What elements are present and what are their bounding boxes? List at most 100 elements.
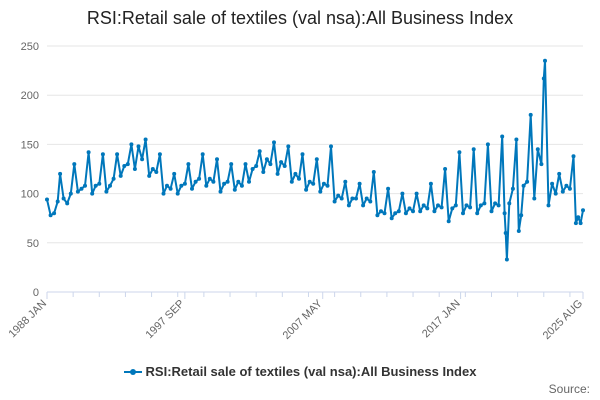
data-point[interactable] <box>336 193 341 198</box>
data-point[interactable] <box>83 183 87 188</box>
data-point[interactable] <box>97 181 102 186</box>
data-point[interactable] <box>457 150 462 155</box>
data-point[interactable] <box>560 189 565 194</box>
data-point[interactable] <box>354 196 358 201</box>
data-point[interactable] <box>471 147 476 152</box>
data-point[interactable] <box>250 167 255 171</box>
data-point[interactable] <box>150 167 155 171</box>
data-point[interactable] <box>525 179 530 184</box>
data-point[interactable] <box>339 196 344 201</box>
data-point[interactable] <box>510 186 515 191</box>
data-point[interactable] <box>361 203 366 208</box>
data-point[interactable] <box>108 183 112 188</box>
data-point[interactable] <box>546 203 551 208</box>
data-point[interactable] <box>436 203 440 208</box>
data-point[interactable] <box>446 219 451 224</box>
data-point[interactable] <box>521 183 526 188</box>
data-point[interactable] <box>541 76 546 81</box>
data-point[interactable] <box>346 203 351 208</box>
data-point[interactable] <box>65 201 70 206</box>
data-point[interactable] <box>236 179 241 184</box>
data-point[interactable] <box>93 183 98 188</box>
data-point[interactable] <box>239 183 244 188</box>
data-point[interactable] <box>325 183 330 188</box>
data-point[interactable] <box>168 186 173 191</box>
data-point[interactable] <box>539 162 544 167</box>
data-point[interactable] <box>468 205 473 210</box>
data-point[interactable] <box>411 209 415 214</box>
data-point[interactable] <box>161 191 166 196</box>
data-point[interactable] <box>229 162 234 167</box>
data-point[interactable] <box>79 186 84 191</box>
data-point[interactable] <box>52 211 57 216</box>
data-point[interactable] <box>211 179 216 184</box>
data-point[interactable] <box>332 199 337 204</box>
data-point[interactable] <box>489 209 494 214</box>
data-point[interactable] <box>179 183 184 188</box>
data-point[interactable] <box>200 152 205 157</box>
data-point[interactable] <box>186 162 191 167</box>
data-point[interactable] <box>157 152 162 157</box>
data-point[interactable] <box>297 176 301 181</box>
data-point[interactable] <box>482 201 487 206</box>
data-point[interactable] <box>122 164 127 168</box>
data-point[interactable] <box>254 164 259 168</box>
data-point[interactable] <box>396 209 401 214</box>
data-point[interactable] <box>418 209 423 214</box>
data-point[interactable] <box>368 199 373 204</box>
data-point[interactable] <box>111 176 116 181</box>
data-point[interactable] <box>257 149 262 154</box>
data-point[interactable] <box>143 137 148 142</box>
data-point[interactable] <box>136 144 141 149</box>
data-point[interactable] <box>247 179 251 184</box>
data-point[interactable] <box>504 257 509 262</box>
data-point[interactable] <box>314 157 319 162</box>
data-point[interactable] <box>567 186 572 191</box>
data-point[interactable] <box>503 231 508 235</box>
data-point[interactable] <box>393 211 398 216</box>
data-point[interactable] <box>535 147 540 152</box>
data-point[interactable] <box>375 213 380 218</box>
data-point[interactable] <box>45 197 49 202</box>
data-point[interactable] <box>528 112 533 117</box>
data-point[interactable] <box>329 144 333 149</box>
data-point[interactable] <box>553 191 558 196</box>
data-point[interactable] <box>225 179 230 184</box>
data-point[interactable] <box>514 137 519 142</box>
data-point[interactable] <box>268 162 273 167</box>
data-point[interactable] <box>61 196 66 201</box>
data-point[interactable] <box>129 142 134 147</box>
data-point[interactable] <box>232 187 237 192</box>
data-point[interactable] <box>350 196 355 201</box>
data-point[interactable] <box>443 167 448 171</box>
data-point[interactable] <box>478 203 483 208</box>
series-line[interactable] <box>46 59 584 261</box>
data-point[interactable] <box>175 191 180 196</box>
data-point[interactable] <box>379 209 383 214</box>
data-point[interactable] <box>571 154 576 159</box>
data-point[interactable] <box>193 179 198 184</box>
data-point[interactable] <box>204 183 209 188</box>
data-point[interactable] <box>450 206 455 211</box>
data-point[interactable] <box>576 215 581 220</box>
data-point[interactable] <box>414 191 419 196</box>
data-point[interactable] <box>172 171 177 176</box>
data-point[interactable] <box>564 183 569 188</box>
data-point[interactable] <box>461 211 465 216</box>
data-point[interactable] <box>115 152 120 157</box>
data-point[interactable] <box>364 196 369 201</box>
data-point[interactable] <box>507 201 512 206</box>
data-point[interactable] <box>48 213 53 218</box>
data-point[interactable] <box>311 181 316 186</box>
data-point[interactable] <box>55 199 60 204</box>
data-point[interactable] <box>357 181 362 186</box>
data-point[interactable] <box>318 189 323 194</box>
data-point[interactable] <box>581 208 585 213</box>
data-point[interactable] <box>154 170 159 174</box>
data-point[interactable] <box>261 170 266 174</box>
data-point[interactable] <box>500 134 505 139</box>
data-point[interactable] <box>75 189 80 194</box>
data-point[interactable] <box>300 152 305 157</box>
data-point[interactable] <box>165 183 169 188</box>
data-point[interactable] <box>382 211 387 216</box>
